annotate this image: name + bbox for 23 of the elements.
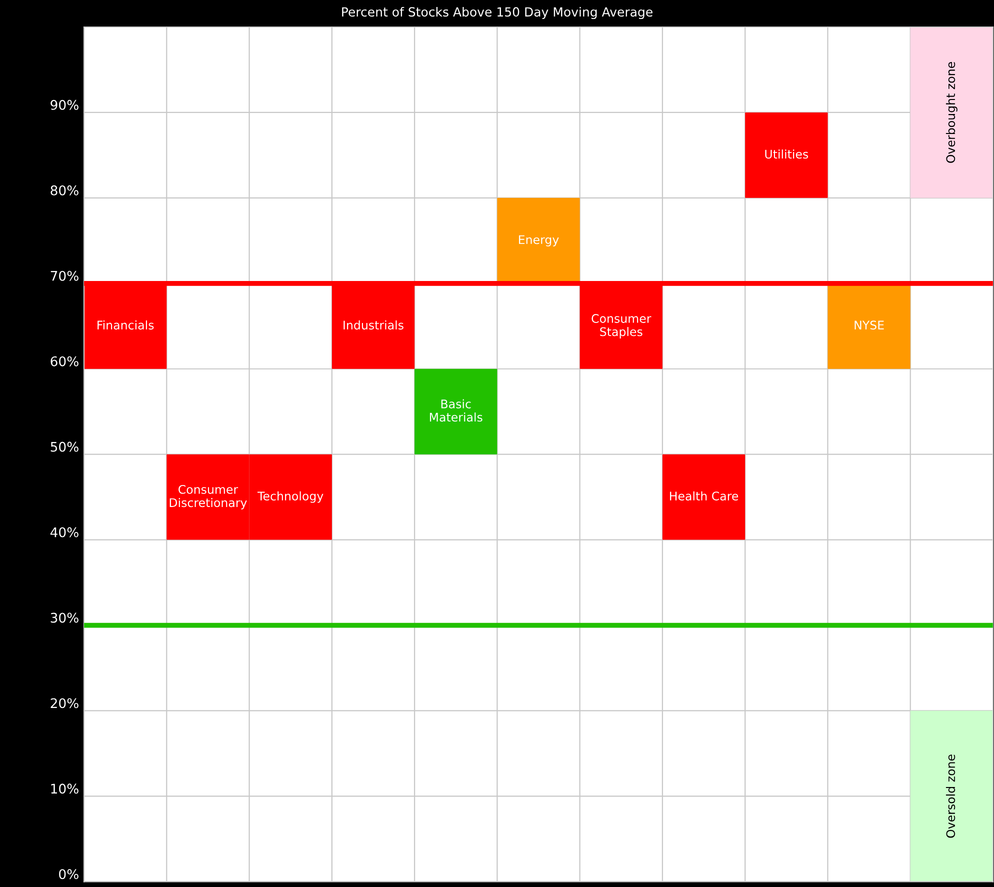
y-tick-label: 0% <box>59 869 78 880</box>
data-label: Basic Materials <box>430 399 482 422</box>
y-tick-label: 10% <box>51 784 78 794</box>
y-tick-label: 40% <box>50 527 78 538</box>
y-tick-label: 50% <box>50 442 78 452</box>
y-tick-label: 80% <box>50 185 78 196</box>
data-label: Oversold zone <box>946 754 956 838</box>
data-label: Utilities <box>765 149 808 159</box>
y-tick-label: 70% <box>50 270 78 281</box>
data-label: Financials <box>98 320 154 330</box>
data-label: Overbought zone <box>946 62 958 163</box>
y-tick-label: 60% <box>50 356 78 366</box>
data-label: Energy <box>518 235 559 246</box>
data-label: Consumer Discretionary <box>170 484 247 510</box>
data-label: NYSE <box>854 320 884 330</box>
data-label: Industrials <box>344 320 404 330</box>
y-tick-label: 30% <box>50 612 78 623</box>
chart-title: Percent of Stocks Above 150 Day Moving Average <box>342 6 652 20</box>
data-label: Health Care <box>670 491 738 500</box>
y-tick-label: 90% <box>50 100 78 110</box>
data-label: Technology <box>257 491 324 503</box>
y-tick-label: 20% <box>50 698 78 708</box>
data-label: Consumer Staples <box>592 314 652 338</box>
